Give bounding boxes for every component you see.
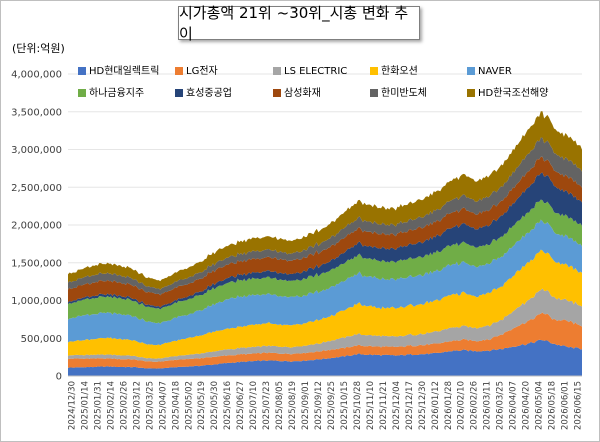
x-tick-label: 2026/01/28 — [444, 381, 454, 430]
legend-label: HD현대일렉트릭 — [89, 65, 159, 77]
x-tick-label: 2026/06/15 — [574, 381, 584, 430]
area-9 — [68, 137, 582, 296]
legend-label: 삼성화재 — [284, 87, 321, 99]
x-tick-label: 2025/02/26 — [119, 381, 129, 430]
x-tick-label: 2026/03/11 — [483, 381, 493, 430]
x-tick-label: 2025/04/18 — [171, 381, 181, 430]
legend-swatch — [78, 89, 86, 97]
y-tick-label: 0 — [56, 372, 62, 383]
area-7 — [68, 172, 582, 310]
legend-swatch — [467, 67, 475, 75]
x-tick-label: 2025/12/30 — [418, 381, 428, 430]
y-tick-label: 1,500,000 — [11, 258, 62, 269]
legend-label: LS ELECTRIC — [284, 66, 347, 77]
y-tick-label: 4,000,000 — [11, 70, 62, 81]
legend-label: HD한국조선해양 — [478, 86, 548, 99]
x-tick-label: 2025/01/14 — [80, 381, 90, 430]
legend-swatch — [175, 67, 183, 75]
legend-swatch — [273, 67, 281, 75]
y-tick-label: 2,500,000 — [11, 183, 62, 194]
chart-title: 시가총액 21위 ~30위_시총 변화 추이 — [178, 4, 420, 43]
x-tick-label: 2025/07/10 — [249, 381, 259, 430]
x-tick-label: 2026/02/26 — [470, 381, 480, 430]
x-tick-label: 2025/09/01 — [301, 381, 311, 430]
y-tick-label: 3,000,000 — [11, 145, 62, 156]
area-6 — [68, 199, 582, 324]
x-tick-label: 2025/02/14 — [106, 381, 116, 430]
x-tick-label: 2025/07/23 — [262, 381, 272, 430]
legend-label: 효성중공업 — [186, 86, 232, 99]
legend-label: 한화오션 — [381, 65, 418, 77]
x-tick-label: 2026/04/07 — [509, 381, 519, 430]
legend-swatch — [370, 67, 378, 75]
y-tick-label: 500,000 — [21, 334, 62, 345]
legend-swatch — [273, 89, 281, 97]
x-tick-label: 2025/11/10 — [366, 381, 376, 430]
x-tick-label: 2026/06/01 — [561, 381, 571, 430]
y-tick-label: 3,500,000 — [11, 107, 62, 118]
x-tick-label: 2025/11/21 — [379, 381, 389, 430]
x-tick-label: 2025/05/19 — [197, 381, 207, 430]
legend-label: 하나금융지주 — [89, 86, 144, 99]
legend-label: LG전자 — [186, 65, 218, 77]
x-tick-label: 2025/06/27 — [236, 381, 246, 430]
area-5 — [68, 219, 582, 346]
x-tick-label: 2025/03/25 — [145, 381, 155, 430]
x-tick-label: 2025/04/07 — [158, 381, 168, 430]
x-tick-label: 2025/12/17 — [405, 381, 415, 430]
x-tick-label: 2026/05/04 — [535, 381, 545, 430]
area-8 — [68, 156, 582, 308]
x-tick-label: 2025/03/12 — [132, 381, 142, 430]
x-tick-label: 2026/01/12 — [431, 381, 441, 430]
area-1 — [68, 339, 582, 376]
x-tick-label: 2025/10/28 — [353, 381, 363, 430]
area-4 — [68, 249, 582, 359]
x-tick-label: 2026/04/20 — [522, 381, 532, 430]
x-tick-label: 2025/08/05 — [275, 381, 285, 430]
legend-swatch — [175, 89, 183, 97]
legend-label: NAVER — [478, 66, 512, 77]
area-10 — [68, 111, 582, 290]
x-tick-label: 2025/01/31 — [93, 381, 103, 430]
x-tick-label: 2024/12/30 — [68, 381, 78, 430]
x-tick-label: 2025/08/19 — [288, 381, 298, 430]
x-tick-label: 2026/03/25 — [496, 381, 506, 430]
area-3 — [68, 288, 582, 362]
area-2 — [68, 312, 582, 369]
x-tick-label: 2025/05/30 — [210, 381, 220, 430]
y-tick-label: 1,000,000 — [11, 296, 62, 307]
x-tick-label: 2025/09/25 — [327, 381, 337, 430]
x-tick-label: 2026/05/18 — [548, 381, 558, 430]
x-tick-label: 2025/10/15 — [340, 381, 350, 430]
x-tick-label: 2026/02/10 — [457, 381, 467, 430]
y-tick-label: 2,000,000 — [11, 221, 62, 232]
x-tick-label: 2025/06/16 — [223, 381, 233, 430]
x-tick-label: 2025/09/12 — [314, 381, 324, 430]
x-tick-label: 2025/12/04 — [392, 381, 402, 430]
legend-swatch — [467, 89, 475, 97]
x-tick-label: 2025/05/02 — [184, 381, 194, 430]
legend-swatch — [370, 89, 378, 97]
legend-label: 한미반도체 — [381, 87, 427, 99]
legend-swatch — [78, 67, 86, 75]
unit-label: (단위:억원) — [12, 42, 65, 55]
